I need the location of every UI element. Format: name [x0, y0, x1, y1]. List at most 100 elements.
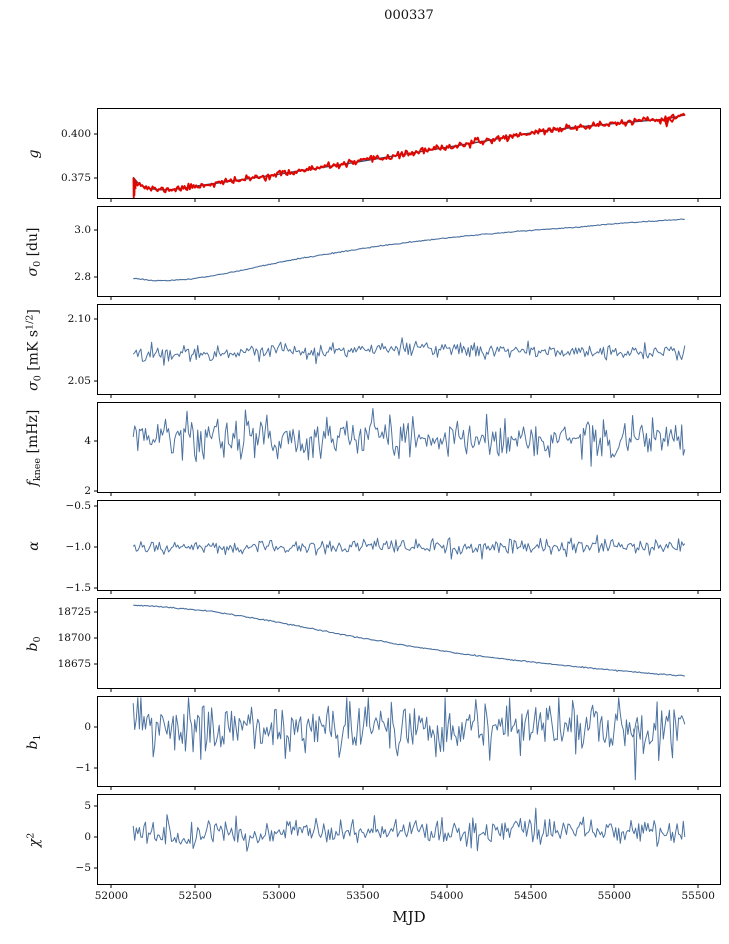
x-tick-mark	[278, 296, 280, 300]
x-tick-mark	[110, 590, 112, 594]
panel-g: g 0.400 0.375	[26, 108, 721, 202]
panel-fknee-plot	[132, 408, 686, 467]
x-tick-mark	[110, 198, 112, 202]
y-tick-mark	[94, 133, 98, 135]
x-tick-mark	[278, 198, 280, 202]
x-tick-mark	[278, 786, 280, 790]
x-tick-mark	[613, 590, 615, 594]
x-tick-mark	[613, 394, 615, 398]
x-tick-mark	[278, 688, 280, 692]
x-tick-mark	[697, 198, 699, 202]
x-tick-label: 53500	[346, 890, 380, 902]
x-tick-mark	[530, 296, 532, 300]
y-axis-label-g: g	[26, 149, 42, 158]
x-tick-mark	[362, 786, 364, 790]
series-fknee	[132, 408, 686, 467]
x-tick-label: 54000	[430, 890, 464, 902]
x-tick-mark	[194, 296, 196, 300]
x-tick-mark	[362, 492, 364, 496]
x-tick-mark	[362, 394, 364, 398]
panel-sigma0_mk: σ0 [mK s1/2] 2.10 2.05	[25, 304, 721, 398]
x-tick-mark	[613, 296, 615, 300]
x-tick-mark	[446, 492, 448, 496]
x-tick-mark	[697, 590, 699, 594]
x-tick-mark	[194, 884, 196, 888]
series-alpha	[132, 534, 686, 560]
x-tick-mark	[194, 590, 196, 594]
series-g-start-spike	[132, 177, 137, 198]
y-tick-mark	[94, 836, 98, 838]
x-tick-mark	[613, 884, 615, 888]
x-tick-mark	[530, 884, 532, 888]
panel-sigma0_du-plot	[133, 218, 685, 282]
panel-chi2: χ2 5 0 −5 52000 52500 53000 53500 54000 54500 5500…	[26, 794, 721, 902]
y-axis-label-fknee: fknee [mHz]	[25, 409, 43, 486]
y-tick-mark	[94, 663, 98, 665]
y-tick-label: 18725	[57, 605, 91, 618]
panel-alpha-plot	[132, 534, 686, 560]
panel-b1: b1 0 −1	[25, 696, 721, 790]
x-tick-label: 53000	[262, 890, 296, 902]
x-tick-mark	[194, 198, 196, 202]
y-tick-label: 18675	[57, 657, 91, 670]
series-b1	[132, 697, 686, 761]
x-tick-mark	[530, 394, 532, 398]
y-tick-label: 5	[84, 800, 91, 813]
x-tick-mark	[446, 198, 448, 202]
chart-title: 000337	[384, 8, 434, 23]
y-tick-mark	[94, 318, 98, 320]
x-tick-mark	[278, 590, 280, 594]
y-tick-label: −0.5	[65, 499, 92, 512]
series-b1-spike	[633, 725, 638, 781]
y-tick-label: 2.05	[67, 375, 91, 388]
x-tick-mark	[446, 688, 448, 692]
y-tick-label: −1	[75, 761, 91, 774]
y-tick-mark	[94, 767, 98, 769]
y-tick-mark	[94, 177, 98, 179]
x-tick-label: 55000	[597, 890, 632, 902]
x-tick-mark	[110, 884, 112, 888]
y-tick-mark	[94, 505, 98, 507]
y-tick-mark	[94, 587, 98, 589]
x-tick-mark	[697, 394, 699, 398]
series-g-end-dip	[663, 116, 676, 128]
panel-chi2-plot	[132, 807, 686, 852]
y-tick-mark	[94, 490, 98, 492]
y-tick-mark	[94, 229, 98, 231]
x-tick-mark	[697, 492, 699, 496]
x-tick-mark	[446, 590, 448, 594]
y-tick-mark	[94, 726, 98, 728]
x-tick-label: 54500	[513, 890, 548, 902]
panel-b0-plot	[133, 604, 685, 677]
x-tick-mark	[530, 492, 532, 496]
x-tick-mark	[110, 492, 112, 496]
x-tick-mark	[194, 492, 196, 496]
x-tick-mark	[362, 296, 364, 300]
panel-g-plot	[132, 112, 686, 198]
x-tick-mark	[278, 492, 280, 496]
panel-alpha: α −0.5 −1.0 −1.5	[26, 500, 721, 594]
x-tick-mark	[697, 884, 699, 888]
x-tick-mark	[697, 786, 699, 790]
y-axis-label-sigma0_du: σ0 [du]	[25, 227, 43, 276]
x-tick-mark	[278, 884, 280, 888]
x-tick-mark	[362, 884, 364, 888]
x-tick-mark	[446, 296, 448, 300]
panel-b1-plot	[132, 697, 686, 781]
y-tick-label: −1.0	[65, 541, 92, 554]
x-tick-mark	[530, 198, 532, 202]
y-axis-label-b0: b0	[25, 635, 43, 652]
x-tick-mark	[110, 394, 112, 398]
series-sigma0-du	[133, 218, 685, 282]
y-tick-label: 0	[84, 831, 91, 844]
x-tick-mark	[110, 688, 112, 692]
x-tick-label: 52500	[178, 890, 212, 902]
x-axis-label: MJD	[392, 908, 426, 926]
y-tick-label: −5	[75, 862, 91, 875]
x-tick-mark	[362, 590, 364, 594]
series-sigma0-mk	[132, 337, 686, 366]
series-g-data	[132, 112, 686, 194]
y-tick-label: 2.8	[74, 271, 91, 284]
x-tick-mark	[110, 296, 112, 300]
